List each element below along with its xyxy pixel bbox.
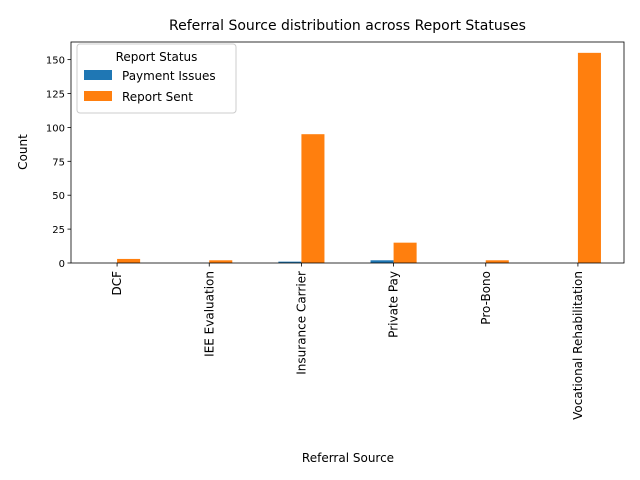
legend-box bbox=[76, 43, 237, 114]
legend: Report Status Payment Issues Report Sent bbox=[76, 43, 237, 114]
plot-area: 0 25 50 75 100 125 150 DCF IEE Evaluation Insura… bbox=[46, 41, 625, 420]
y-tick-label: 75 bbox=[52, 157, 65, 168]
bar-report-sent bbox=[485, 260, 509, 263]
y-tick-label: 0 bbox=[59, 259, 65, 270]
plot-frame bbox=[70, 41, 625, 264]
legend-swatch bbox=[84, 70, 112, 80]
x-axis-label: Referral Source bbox=[302, 451, 394, 465]
x-tick-label: Pro-Bono bbox=[479, 271, 493, 325]
legend-swatch bbox=[84, 91, 112, 101]
legend-label: Report Sent bbox=[122, 90, 193, 104]
bar-report-sent bbox=[209, 260, 233, 263]
y-tick-label: 50 bbox=[52, 191, 65, 202]
bars-group bbox=[117, 52, 601, 264]
bar-report-sent bbox=[301, 134, 325, 263]
y-tick-label: 150 bbox=[46, 56, 65, 67]
bar-payment-issues bbox=[370, 260, 394, 263]
x-tick-label: DCF bbox=[110, 271, 124, 296]
y-tick-label: 125 bbox=[46, 90, 65, 101]
legend-label: Payment Issues bbox=[122, 69, 216, 83]
bar-report-sent bbox=[117, 258, 141, 263]
legend-title: Report Status bbox=[116, 50, 198, 64]
y-tick-label: 100 bbox=[46, 123, 65, 134]
x-tick-label: Private Pay bbox=[387, 271, 401, 338]
y-axis: 0 25 50 75 100 125 150 bbox=[46, 56, 71, 270]
bar-report-sent bbox=[577, 52, 601, 264]
y-tick-label: 25 bbox=[52, 225, 65, 236]
x-axis: DCF IEE Evaluation Insurance Carrier Privat… bbox=[110, 263, 585, 420]
bar-report-sent bbox=[393, 242, 417, 263]
x-tick-label: Vocational Rehabilitation bbox=[571, 271, 585, 420]
chart-title: Referral Source distribution across Repo… bbox=[169, 18, 526, 34]
x-tick-label: IEE Evaluation bbox=[202, 271, 216, 357]
bar-payment-issues bbox=[278, 261, 302, 263]
y-axis-label: Count bbox=[16, 134, 30, 170]
x-tick-label: Insurance Carrier bbox=[294, 271, 308, 375]
